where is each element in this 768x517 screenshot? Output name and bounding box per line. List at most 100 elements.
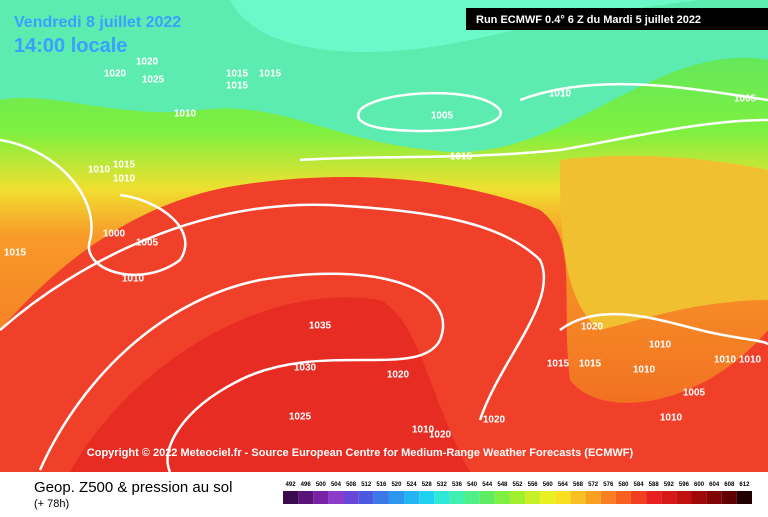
color-swatch bbox=[358, 491, 374, 504]
colorbar-label: 540 bbox=[467, 482, 478, 488]
isobar-label: 1015 bbox=[226, 81, 249, 92]
colorbar-label: 500 bbox=[316, 482, 327, 488]
color-swatch bbox=[419, 491, 435, 504]
color-swatch bbox=[298, 491, 314, 504]
color-swatch bbox=[283, 491, 299, 504]
copyright: Copyright © 2022 Meteociel.fr - Source E… bbox=[87, 447, 634, 459]
isobar-label: 1005 bbox=[734, 94, 757, 105]
color-swatch bbox=[343, 491, 359, 504]
isobar-label: 1035 bbox=[309, 321, 332, 332]
colorbar-label: 516 bbox=[376, 482, 387, 488]
isobar-label: 1005 bbox=[431, 111, 454, 122]
isobar-label: 1010 bbox=[88, 165, 111, 176]
isobar-label: 1010 bbox=[412, 425, 435, 436]
color-swatch bbox=[464, 491, 480, 504]
color-swatch bbox=[373, 491, 389, 504]
colorbar-label: 512 bbox=[361, 482, 372, 488]
isobar-label: 1020 bbox=[104, 69, 127, 80]
color-swatch bbox=[691, 491, 707, 504]
isobar-label: 1020 bbox=[581, 322, 604, 333]
colorbar-label: 496 bbox=[301, 482, 312, 488]
colorbar: 492 496 500 504 508 512 516 520 524 528 532 536 540 5… bbox=[283, 482, 752, 504]
isobar-label: 1020 bbox=[136, 57, 159, 68]
colorbar-label: 584 bbox=[634, 482, 645, 488]
colorbar-label: 612 bbox=[739, 482, 750, 488]
isobar-label: 1025 bbox=[142, 75, 165, 86]
isobar-label: 1010 bbox=[549, 89, 572, 100]
colorbar-label: 592 bbox=[664, 482, 675, 488]
isobar-label: 1005 bbox=[683, 388, 706, 399]
isobar-label: 1010 bbox=[174, 109, 197, 120]
colorbar-label: 524 bbox=[407, 482, 418, 488]
color-swatch bbox=[328, 491, 344, 504]
color-swatch bbox=[600, 491, 616, 504]
color-swatch bbox=[585, 491, 601, 504]
color-swatch bbox=[570, 491, 586, 504]
legend-subtitle: (+ 78h) bbox=[34, 498, 69, 510]
colorbar-label: 560 bbox=[543, 482, 554, 488]
color-swatch bbox=[434, 491, 450, 504]
isobar-label: 1010 bbox=[633, 365, 656, 376]
isobar-label: 1015 bbox=[450, 152, 473, 163]
isobar-label: 1010 bbox=[113, 174, 136, 185]
colorbar-label: 508 bbox=[346, 482, 357, 488]
color-swatch bbox=[540, 491, 556, 504]
isobar-label: 1010 bbox=[122, 274, 145, 285]
isobar-label: 1025 bbox=[289, 412, 312, 423]
isobar-label: 1005 bbox=[136, 238, 159, 249]
color-swatch bbox=[313, 491, 329, 504]
colorbar-label: 572 bbox=[588, 482, 599, 488]
isobar-label: 1020 bbox=[483, 415, 506, 426]
isobar-label: 1010 bbox=[660, 413, 683, 424]
color-swatch bbox=[721, 491, 737, 504]
colorbar-label: 588 bbox=[649, 482, 660, 488]
isobar-label: 1020 bbox=[387, 370, 410, 381]
color-swatch bbox=[736, 491, 752, 504]
isobar-label: 1015 bbox=[579, 359, 602, 370]
color-swatch bbox=[509, 491, 526, 504]
hot-core bbox=[70, 297, 470, 472]
date: Vendredi 8 juillet 2022 bbox=[14, 14, 181, 31]
legend-title: Geop. Z500 & pression au sol bbox=[34, 479, 232, 496]
isobar-label: 1000 bbox=[103, 229, 126, 240]
isobar-label: 1030 bbox=[294, 363, 317, 374]
yellow-zone bbox=[560, 155, 768, 330]
run-info: Run ECMWF 0.4° 6 Z du Mardi 5 juillet 20… bbox=[476, 14, 701, 26]
isobar-label: 1015 bbox=[547, 359, 570, 370]
isobar-label: 1015 bbox=[226, 69, 249, 80]
color-swatch bbox=[630, 491, 647, 504]
isobars bbox=[0, 82, 768, 473]
isobar-label: 1010 bbox=[714, 355, 737, 366]
run-box bbox=[466, 8, 768, 30]
color-swatch bbox=[404, 491, 420, 504]
color-swatch bbox=[494, 491, 510, 504]
isobar-label: 1015 bbox=[4, 248, 27, 259]
isobar-label: 1010 bbox=[649, 340, 672, 351]
isobar-label: 1015 bbox=[259, 69, 282, 80]
color-swatch bbox=[661, 491, 677, 504]
isobar-label: 1015 bbox=[113, 160, 136, 171]
colorbar-label: 608 bbox=[724, 482, 735, 488]
color-swatch bbox=[676, 491, 692, 504]
colorbar-label: 492 bbox=[286, 482, 297, 488]
colorbar-label: 568 bbox=[573, 482, 584, 488]
isobar-label: 1010 bbox=[739, 355, 762, 366]
colorbar-label: 564 bbox=[558, 482, 569, 488]
color-swatch bbox=[615, 491, 631, 504]
colorbar-label: 596 bbox=[679, 482, 690, 488]
colorbar-label: 536 bbox=[452, 482, 463, 488]
color-swatch bbox=[525, 491, 541, 504]
colorbar-label: 580 bbox=[618, 482, 629, 488]
colorbar-label: 552 bbox=[512, 482, 523, 488]
cold-zone bbox=[0, 0, 768, 153]
color-swatch bbox=[479, 491, 495, 504]
color-swatch bbox=[555, 491, 571, 504]
color-swatch bbox=[706, 491, 722, 504]
isobar-label: 1020 bbox=[429, 430, 452, 441]
colorbar-label: 556 bbox=[528, 482, 539, 488]
colorbar-label: 532 bbox=[437, 482, 448, 488]
colorbar-label: 576 bbox=[603, 482, 614, 488]
colorbar-label: 600 bbox=[694, 482, 705, 488]
colorbar-label: 528 bbox=[422, 482, 433, 488]
